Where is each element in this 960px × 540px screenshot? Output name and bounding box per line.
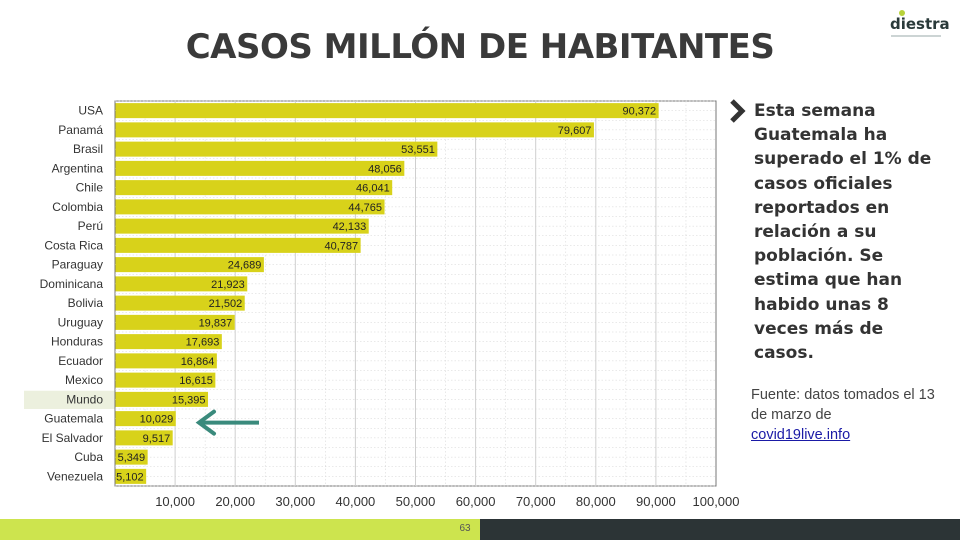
- x-tick-label: 30,000: [275, 494, 315, 509]
- data-label: 53,551: [401, 144, 435, 156]
- x-tick-label: 10,000: [155, 494, 195, 509]
- data-label: 15,395: [172, 394, 206, 406]
- data-label: 16,864: [181, 356, 215, 368]
- footer-left-band: [0, 519, 480, 540]
- category-label: El Salvador: [42, 431, 103, 445]
- category-label: Honduras: [51, 335, 103, 349]
- x-tick-label: 80,000: [576, 494, 616, 509]
- data-label: 10,029: [140, 414, 174, 426]
- bar: [115, 353, 217, 369]
- category-label: Panamá: [58, 123, 103, 137]
- source-note: Fuente: datos tomados el 13 de marzo de …: [751, 385, 951, 445]
- x-tick-label: 40,000: [336, 494, 376, 509]
- bar: [115, 199, 385, 215]
- bar: [115, 314, 235, 330]
- x-tick-label: 50,000: [396, 494, 436, 509]
- category-label: Paraguay: [52, 258, 103, 272]
- diestra-logo: diestra: [888, 10, 950, 44]
- bar: [115, 160, 405, 176]
- footer-right-band: [480, 519, 960, 540]
- bar: [115, 295, 245, 311]
- data-label: 24,689: [228, 260, 262, 272]
- x-tick-label: 20,000: [215, 494, 255, 509]
- bar: [115, 391, 209, 407]
- bar: [115, 122, 594, 138]
- category-label: Mexico: [65, 373, 103, 387]
- bar: [115, 334, 222, 350]
- data-label: 9,517: [143, 433, 171, 445]
- page-title: CASOS MILLÓN DE HABITANTES: [185, 27, 775, 67]
- data-label: 40,787: [324, 240, 358, 252]
- category-label: Colombia: [52, 200, 103, 214]
- category-label: Argentina: [52, 161, 104, 175]
- data-label: 46,041: [356, 183, 390, 195]
- category-label: Uruguay: [58, 315, 103, 329]
- data-label: 17,693: [186, 337, 220, 349]
- category-label: Bolivia: [68, 296, 104, 310]
- data-label: 79,607: [558, 125, 592, 137]
- category-label: Perú: [78, 219, 103, 233]
- x-tick-label: 60,000: [456, 494, 496, 509]
- x-tick-label: 70,000: [516, 494, 556, 509]
- data-label: 19,837: [199, 317, 233, 329]
- category-label: Guatemala: [44, 412, 103, 426]
- bar: [115, 468, 147, 484]
- category-label: Cuba: [74, 450, 103, 464]
- category-label: Mundo: [66, 392, 103, 406]
- data-label: 5,349: [118, 452, 146, 464]
- data-label: 21,502: [209, 298, 243, 310]
- source-link[interactable]: covid19live.info: [751, 427, 851, 443]
- data-label: 48,056: [368, 163, 402, 175]
- category-label: Ecuador: [58, 354, 103, 368]
- category-label: Dominicana: [40, 277, 104, 291]
- logo-dot-icon: [899, 10, 905, 16]
- bar: [115, 257, 264, 273]
- bar: [115, 141, 438, 157]
- bar: [115, 218, 369, 234]
- data-label: 21,923: [211, 279, 245, 291]
- data-label: 5,102: [116, 471, 144, 483]
- arrow-left-icon: [195, 409, 259, 436]
- data-label: 16,615: [179, 375, 213, 387]
- bar: [115, 237, 361, 253]
- bar: [115, 411, 176, 427]
- bar: [115, 180, 393, 196]
- data-label: 42,133: [333, 221, 367, 233]
- bar: [115, 276, 248, 292]
- bar: [115, 372, 216, 388]
- category-label: Venezuela: [47, 469, 103, 483]
- page-number: 63: [459, 523, 471, 534]
- source-text: Fuente: datos tomados el 13 de marzo de: [751, 387, 935, 423]
- category-label: Costa Rica: [44, 238, 103, 252]
- category-label: USA: [78, 104, 103, 118]
- x-tick-label: 90,000: [636, 494, 676, 509]
- logo-text: diestra: [890, 15, 950, 33]
- logo-underline: [891, 35, 941, 37]
- bar: [115, 430, 173, 446]
- highlight-band: [24, 390, 115, 409]
- chevron-right-icon: [730, 99, 746, 123]
- category-label: Chile: [76, 181, 104, 195]
- category-label: Brasil: [73, 142, 103, 156]
- data-label: 44,765: [348, 202, 382, 214]
- commentary-text: Esta semana Guatemala ha superado el 1% …: [754, 101, 932, 364]
- x-tick-label: 100,000: [693, 494, 740, 509]
- bar: [115, 449, 148, 465]
- data-label: 90,372: [622, 106, 656, 118]
- bar: [115, 103, 659, 119]
